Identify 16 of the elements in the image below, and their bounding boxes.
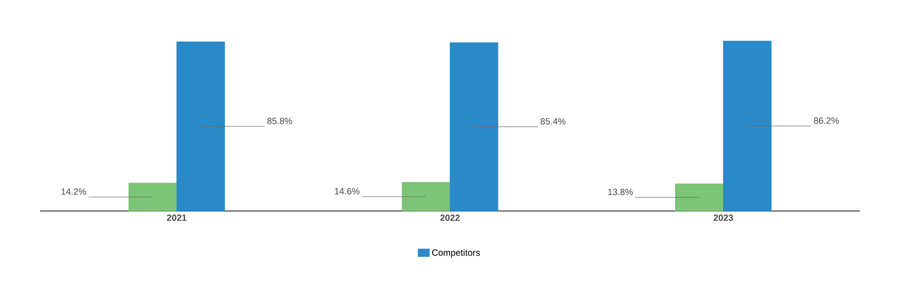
data-label: 14.2% (62, 188, 86, 195)
bar (402, 182, 450, 212)
bar (723, 40, 772, 212)
legend-label: Competitors (432, 249, 480, 258)
x-tick-label: 2022 (440, 214, 460, 221)
x-tick-label: 2021 (166, 214, 186, 221)
bar (176, 42, 225, 212)
bar (128, 182, 177, 212)
data-label: 13.8% (608, 188, 633, 196)
data-label: 85.4% (540, 118, 566, 125)
data-label: 85.8% (267, 118, 292, 124)
data-label: 86.2% (814, 117, 839, 124)
data-label: 14.6% (334, 188, 360, 194)
bar (450, 42, 498, 212)
bar (675, 184, 724, 212)
x-tick-label: 2023 (714, 214, 733, 221)
